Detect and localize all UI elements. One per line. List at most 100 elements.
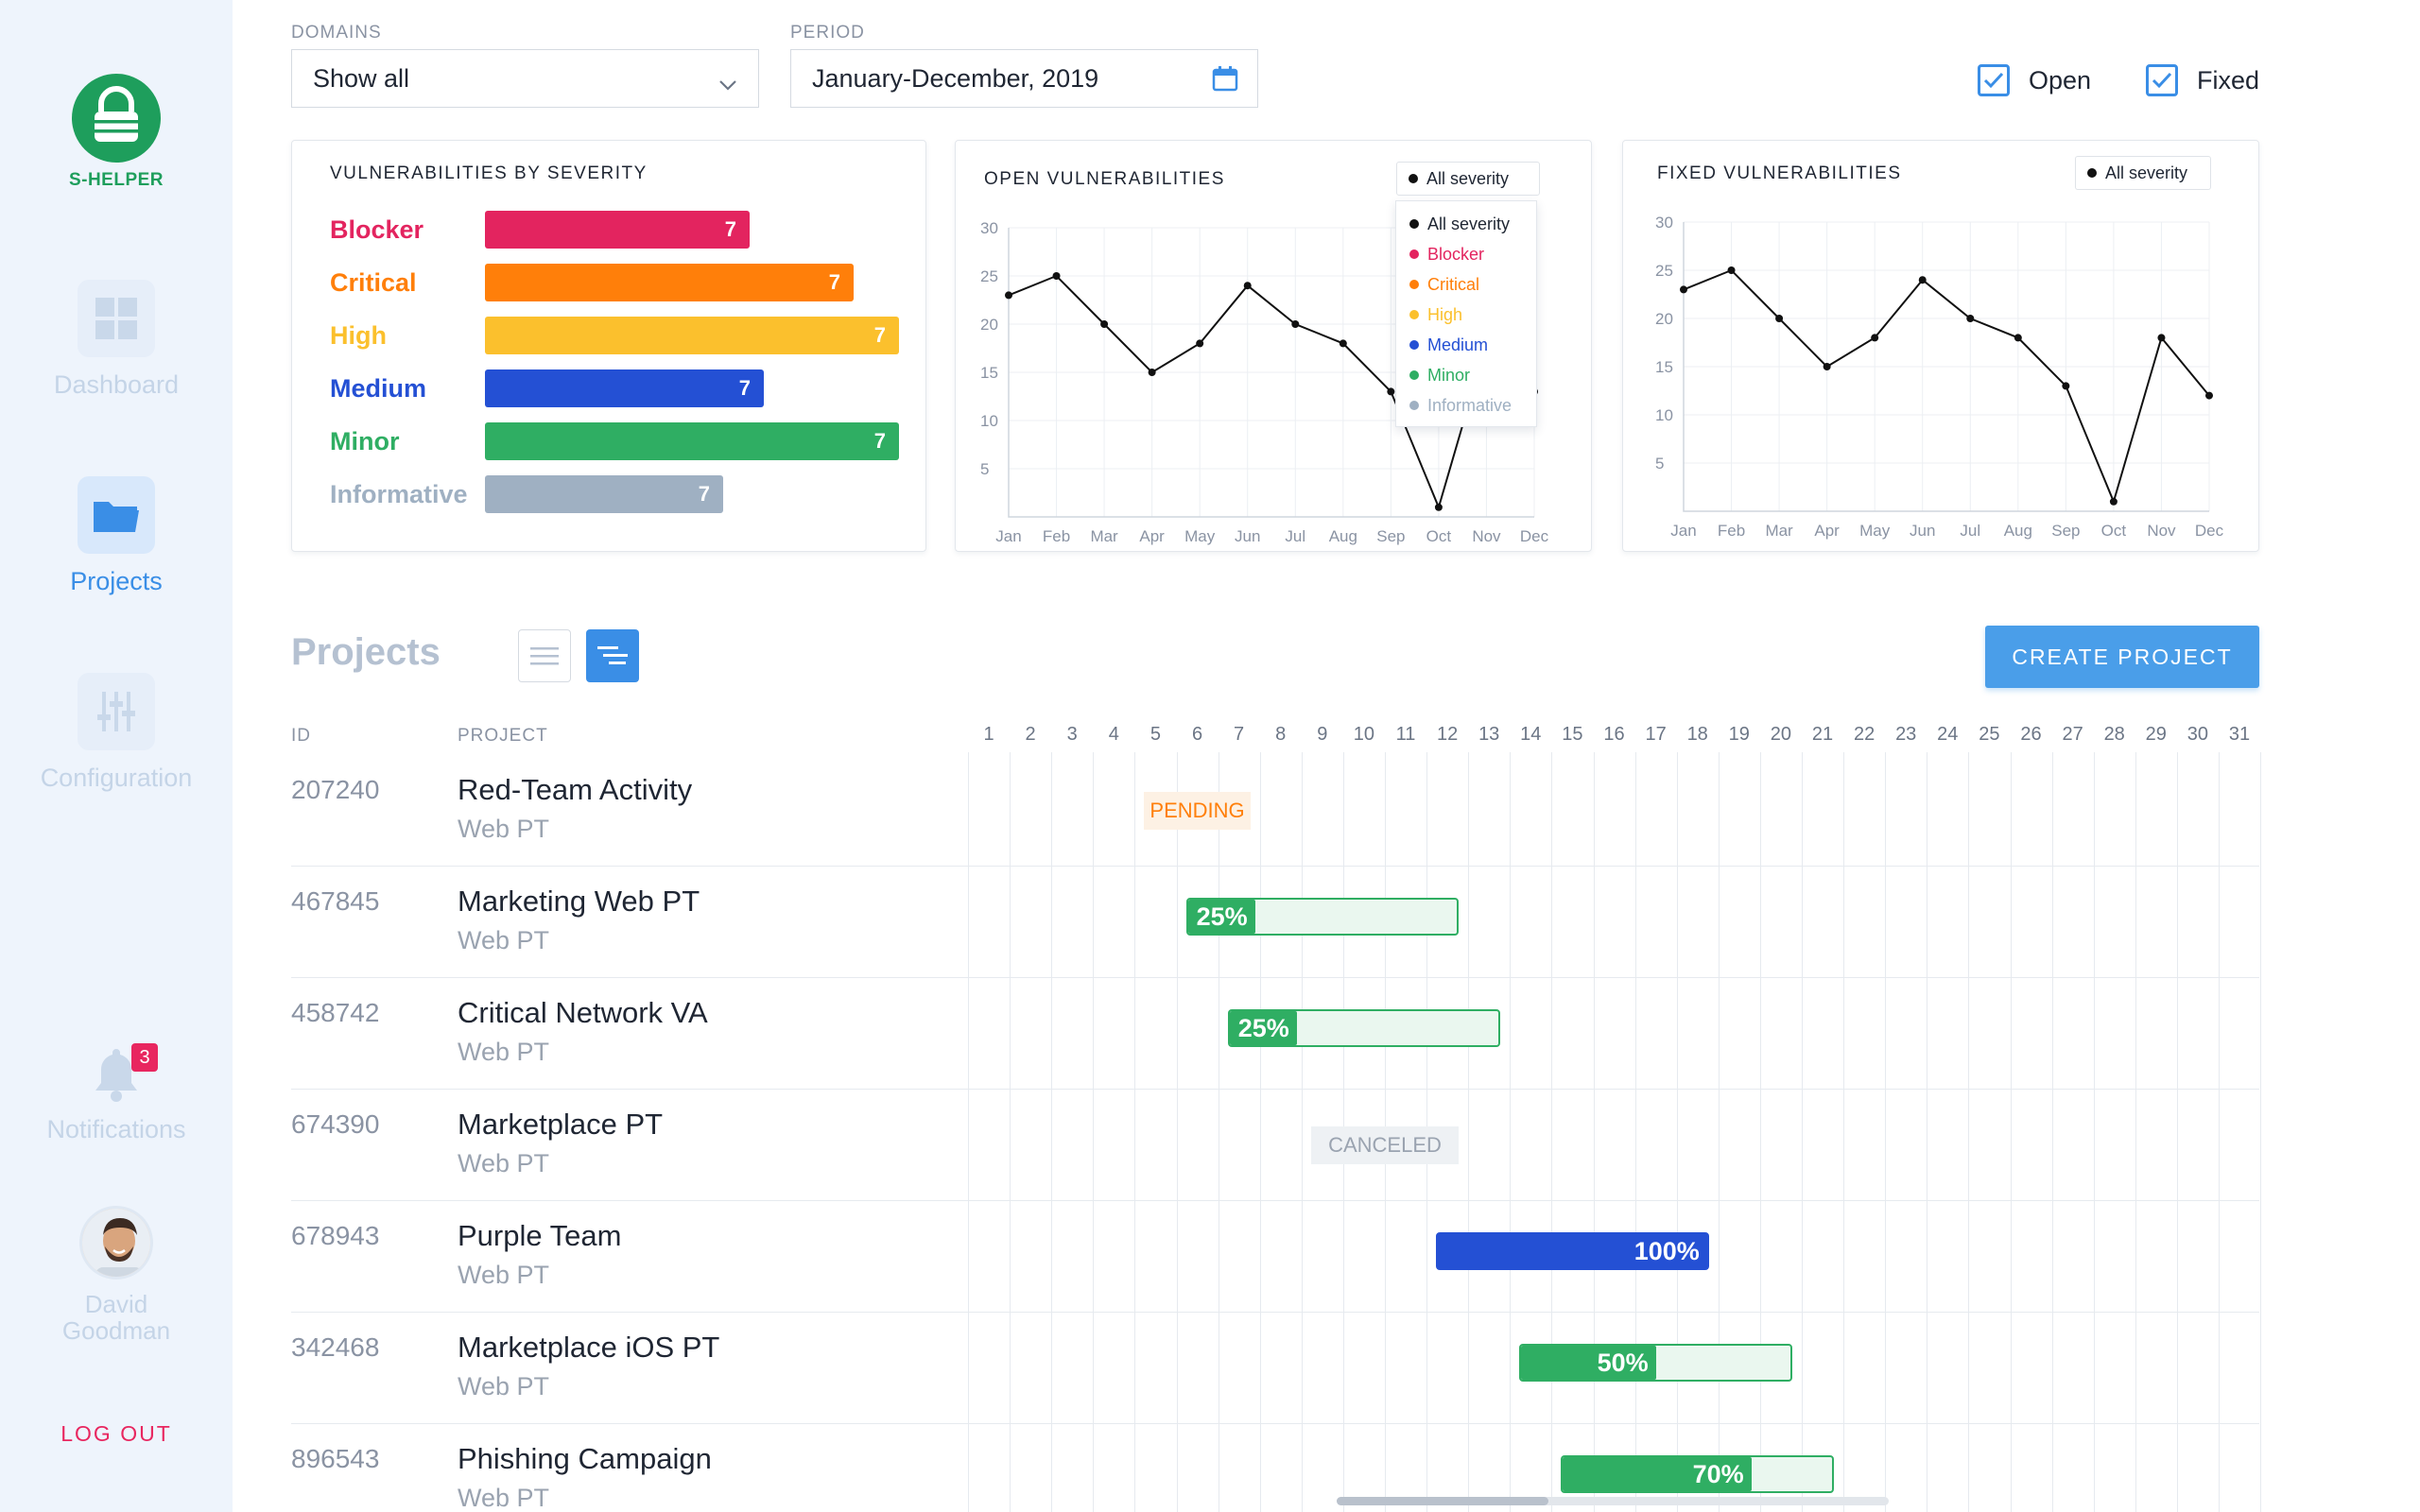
day-number: 28 [2103, 724, 2125, 745]
data-point[interactable] [1918, 276, 1927, 284]
data-point[interactable] [1775, 315, 1784, 322]
fixed-checkbox[interactable]: Fixed [2146, 64, 2259, 96]
dropdown-option-informative[interactable]: Informative [1396, 390, 1536, 421]
row-divider [291, 1200, 2259, 1201]
dropdown-option-medium[interactable]: Medium [1396, 330, 1536, 360]
option-label: Informative [1427, 395, 1512, 415]
timeline-view-button[interactable] [586, 629, 639, 682]
progress-bar[interactable]: 100% [1436, 1232, 1709, 1270]
data-point[interactable] [1196, 339, 1204, 348]
progress-bar[interactable]: 70% [1561, 1455, 1835, 1493]
x-tick-label: Feb [1718, 522, 1745, 540]
data-point[interactable] [2157, 334, 2166, 342]
day-number: 26 [2020, 724, 2042, 745]
day-grid-line [1510, 752, 1512, 1512]
column-header-project: PROJECT [458, 726, 548, 746]
x-tick-label: Jul [1285, 527, 1305, 545]
severity-row-minor: Minor 7 [330, 422, 899, 460]
severity-value: 7 [698, 482, 710, 506]
dropdown-option-minor[interactable]: Minor [1396, 360, 1536, 390]
data-point[interactable] [2205, 391, 2213, 400]
data-point[interactable] [1871, 334, 1879, 342]
open-severity-filter[interactable]: All severity [1396, 162, 1540, 196]
option-label: Medium [1427, 335, 1489, 354]
data-point[interactable] [1100, 320, 1109, 328]
data-point[interactable] [1823, 363, 1831, 370]
dropdown-option-high[interactable]: High [1396, 300, 1536, 330]
data-point[interactable] [1434, 503, 1443, 511]
data-point[interactable] [1005, 291, 1012, 300]
open-checkbox[interactable]: Open [1978, 64, 2091, 96]
chart-axes [1683, 222, 2209, 512]
status-badge[interactable]: CANCELED [1310, 1126, 1460, 1164]
severity-label: High [330, 320, 387, 350]
data-point[interactable] [1243, 282, 1252, 290]
day-grid-line [1802, 752, 1803, 1512]
timeline-icon [597, 646, 628, 664]
project-title: Marketplace PT [458, 1108, 664, 1141]
scrollbar-thumb[interactable] [1337, 1497, 1548, 1505]
severity-dropdown-menu: All severity Blocker Critical High Mediu… [1395, 200, 1537, 427]
progress-bar[interactable]: 25% [1227, 1009, 1501, 1047]
option-label: All severity [1427, 214, 1511, 233]
project-id: 458742 [291, 998, 380, 1027]
data-point[interactable] [1339, 339, 1347, 348]
domains-select[interactable]: Show all [291, 49, 759, 108]
day-number: 10 [1353, 724, 1375, 745]
sidebar-item-projects[interactable]: Projects [0, 476, 233, 596]
project-type: Web PT [458, 1038, 550, 1066]
project-id: 678943 [291, 1221, 380, 1250]
sidebar-item-label: Projects [70, 567, 163, 595]
logout-button[interactable]: LOG OUT [0, 1421, 233, 1447]
progress-label: 50% [1597, 1348, 1649, 1377]
y-tick-label: 15 [1655, 358, 1673, 376]
day-grid-line [1718, 752, 1720, 1512]
data-point[interactable] [2014, 334, 2022, 342]
data-point[interactable] [1727, 266, 1736, 274]
sidebar-item-dashboard[interactable]: Dashboard [0, 280, 233, 400]
dot-icon [2087, 168, 2097, 178]
data-point[interactable] [1148, 369, 1156, 376]
day-grid-line [1176, 752, 1178, 1512]
severity-label: Minor [330, 426, 400, 455]
sidebar-item-notifications[interactable]: 3 Notifications [0, 1043, 233, 1144]
data-point[interactable] [2062, 382, 2070, 390]
chevron-down-icon [718, 69, 737, 98]
horizontal-scrollbar[interactable] [1337, 1497, 1889, 1505]
data-point[interactable] [1291, 320, 1300, 328]
sidebar-item-configuration[interactable]: Configuration [0, 673, 233, 793]
severity-bar: 7 [485, 422, 899, 460]
user-profile[interactable]: David Goodman [0, 1206, 233, 1344]
x-tick-label: Oct [2101, 522, 2127, 540]
calendar-icon[interactable] [1212, 65, 1238, 98]
series-line [1683, 268, 2210, 505]
dropdown-option-critical[interactable]: Critical [1396, 269, 1536, 300]
dropdown-option-all[interactable]: All severity [1396, 209, 1536, 239]
status-badge[interactable]: PENDING [1144, 792, 1251, 830]
data-point[interactable] [1966, 315, 1975, 322]
fixed-severity-filter[interactable]: All severity [2075, 156, 2211, 190]
data-point[interactable] [1680, 285, 1687, 294]
severity-value: 7 [873, 323, 886, 347]
severity-row-critical: Critical 7 [330, 264, 854, 301]
progress-bar[interactable]: 50% [1519, 1344, 1792, 1382]
brand-logo[interactable]: S-HELPER [0, 74, 233, 191]
period-input[interactable]: January-December, 2019 [790, 49, 1258, 108]
create-project-button[interactable]: CREATE PROJECT [1985, 626, 2259, 688]
day-number: 7 [1234, 724, 1245, 745]
data-point[interactable] [2109, 497, 2118, 506]
day-number: 30 [2187, 724, 2209, 745]
dropdown-option-blocker[interactable]: Blocker [1396, 239, 1536, 269]
project-title: Phishing Campaign [458, 1442, 712, 1475]
day-grid-line [1968, 752, 1970, 1512]
data-point[interactable] [1387, 387, 1395, 396]
sidebar-item-label: Dashboard [53, 370, 180, 399]
day-grid-line [1134, 752, 1136, 1512]
progress-bar[interactable]: 25% [1185, 898, 1460, 936]
project-id: 674390 [291, 1109, 380, 1139]
data-point[interactable] [1052, 272, 1061, 280]
lock-icon [72, 74, 161, 163]
x-tick-label: Jan [995, 527, 1021, 545]
list-view-button[interactable] [518, 629, 571, 682]
sidebar-item-label: Configuration [40, 764, 193, 792]
